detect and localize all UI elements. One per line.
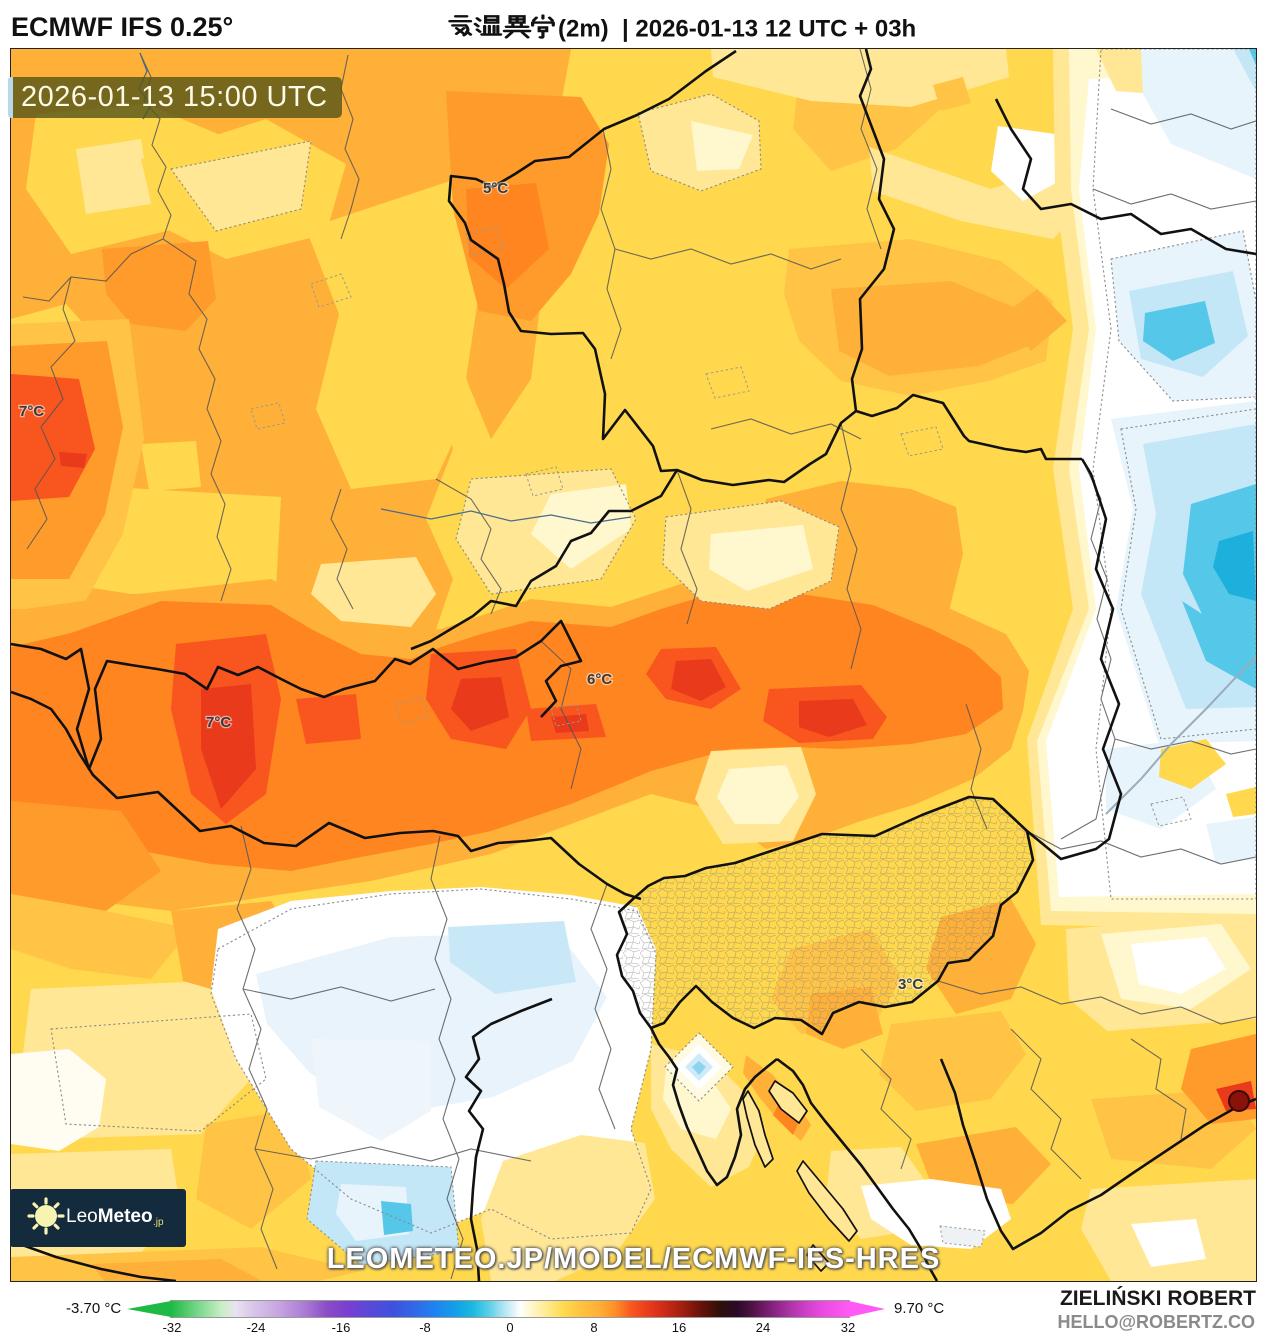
- svg-text:3°C: 3°C: [898, 976, 923, 993]
- svg-text:7°C: 7°C: [206, 714, 231, 731]
- svg-text:(2m) | 2026-01-13 12 UTC + 03: (2m) | 2026-01-13 12 UTC + 03h: [558, 16, 916, 43]
- svg-text:5°C: 5°C: [483, 180, 508, 197]
- svg-text:LeoMeteo: LeoMeteo: [66, 1206, 153, 1227]
- svg-text:6°C: 6°C: [587, 671, 612, 688]
- svg-text:7°C: 7°C: [19, 403, 44, 420]
- svg-text:.jp: .jp: [153, 1217, 164, 1228]
